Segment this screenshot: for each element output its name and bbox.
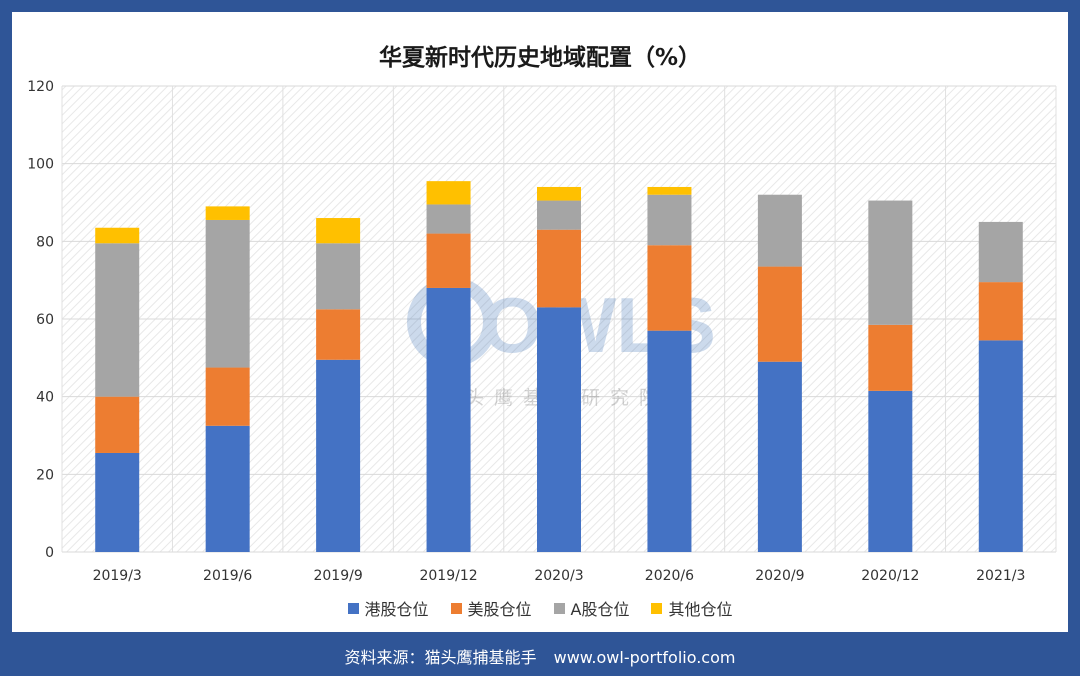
bar-segment-0-7[interactable]	[868, 390, 913, 552]
y-tick-label: 100	[27, 157, 54, 173]
x-tick-label: 2019/9	[313, 568, 362, 584]
x-tick-label: 2020/9	[755, 568, 804, 584]
legend-label: 美股仓位	[467, 600, 532, 619]
legend-swatch	[651, 602, 663, 614]
bar-segment-1-4[interactable]	[537, 229, 581, 308]
bar-segment-3-2[interactable]	[316, 218, 361, 244]
y-tick-label: 80	[36, 234, 54, 250]
footer: 资料来源：猫头鹰捕基能手 www.owl-portfolio.com	[0, 644, 1080, 668]
x-tick-label: 2019/12	[419, 568, 477, 584]
bar-segment-2-3[interactable]	[426, 204, 471, 234]
x-tick-label: 2019/3	[93, 568, 142, 584]
bar-segment-1-0[interactable]	[95, 396, 140, 453]
bar-segment-0-1[interactable]	[205, 425, 250, 552]
legend-label: 其他仓位	[668, 600, 733, 619]
bar-segment-1-6[interactable]	[757, 266, 802, 362]
bar-segment-0-8[interactable]	[978, 340, 1023, 552]
chart-title: 华夏新时代历史地域配置（%）	[378, 45, 702, 71]
bar-segment-3-1[interactable]	[205, 206, 250, 220]
bar-segment-3-3[interactable]	[426, 181, 471, 205]
bar-segment-0-5[interactable]	[647, 330, 692, 552]
bar-segment-3-4[interactable]	[537, 186, 581, 201]
bar-segment-3-5[interactable]	[647, 186, 692, 195]
y-tick-label: 40	[36, 390, 54, 406]
bar-segment-1-2[interactable]	[316, 309, 361, 360]
bar-segment-0-6[interactable]	[757, 361, 802, 552]
legend-item-1[interactable]: 美股仓位	[450, 596, 532, 620]
y-tick-label: 60	[36, 312, 54, 328]
bar-segment-1-1[interactable]	[205, 367, 250, 426]
bar-segment-1-5[interactable]	[647, 245, 692, 331]
bar-segment-2-8[interactable]	[978, 221, 1023, 283]
x-tick-label: 2020/12	[861, 568, 919, 584]
bar-segment-0-0[interactable]	[95, 452, 140, 552]
bar-segment-3-0[interactable]	[95, 227, 140, 244]
footer-url[interactable]: www.owl-portfolio.com	[553, 648, 736, 667]
footer-source: 资料来源：猫头鹰捕基能手	[344, 648, 537, 667]
bar-segment-2-0[interactable]	[95, 243, 140, 397]
legend-swatch	[553, 602, 565, 614]
legend-item-2[interactable]: A股仓位	[553, 596, 630, 620]
legend-item-0[interactable]: 港股仓位	[347, 596, 429, 620]
x-tick-label: 2019/6	[203, 568, 252, 584]
y-tick-label: 0	[45, 545, 54, 561]
legend-label: A股仓位	[570, 600, 630, 619]
bar-segment-2-2[interactable]	[316, 243, 361, 310]
legend-swatch	[347, 602, 359, 614]
y-tick-label: 20	[36, 467, 54, 483]
bar-segment-1-3[interactable]	[426, 233, 471, 288]
bar-segment-1-7[interactable]	[868, 324, 913, 391]
bar-segment-2-4[interactable]	[537, 200, 581, 230]
bar-segment-2-1[interactable]	[205, 219, 250, 368]
legend-label: 港股仓位	[364, 600, 429, 619]
chart-panel: 华夏新时代历史地域配置（%） OWLS 猫头鹰基金研究院 02040608010…	[12, 12, 1068, 632]
x-tick-label: 2021/3	[976, 568, 1025, 584]
bar-segment-2-7[interactable]	[868, 200, 913, 325]
bar-segment-1-8[interactable]	[978, 282, 1023, 341]
y-tick-label: 120	[27, 79, 54, 95]
bar-segment-0-3[interactable]	[426, 287, 471, 552]
bar-segment-2-6[interactable]	[757, 194, 802, 267]
legend-swatch	[450, 602, 462, 614]
bar-segment-0-2[interactable]	[316, 359, 361, 552]
x-tick-label: 2020/3	[534, 568, 583, 584]
bar-segment-0-4[interactable]	[537, 307, 581, 552]
x-tick-label: 2020/6	[645, 568, 694, 584]
chart-legend: 港股仓位 美股仓位 A股仓位 其他仓位	[12, 596, 1068, 620]
legend-item-3[interactable]: 其他仓位	[651, 596, 733, 620]
bar-segment-2-5[interactable]	[647, 194, 692, 246]
